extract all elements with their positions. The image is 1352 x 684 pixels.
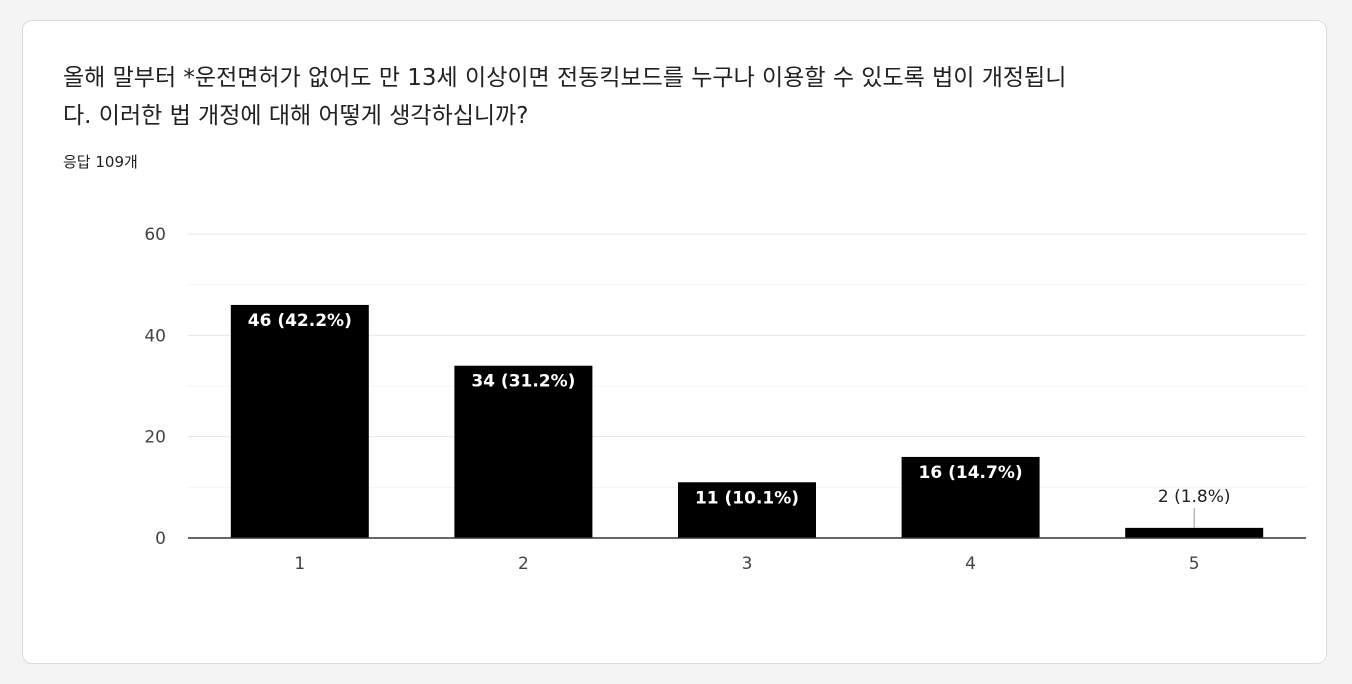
data-label: 16 (14.7%): [919, 463, 1023, 483]
x-tick-label: 3: [742, 554, 753, 574]
response-count: 응답 109개: [63, 153, 138, 171]
x-tick-label: 1: [294, 554, 305, 574]
y-tick-label: 60: [144, 225, 166, 245]
bar: [230, 304, 369, 538]
data-label: 11 (10.1%): [695, 488, 799, 508]
bar: [678, 482, 816, 538]
data-label: 2 (1.8%): [1158, 487, 1231, 507]
bar: [901, 456, 1040, 538]
x-tick-label: 5: [1189, 554, 1200, 574]
y-tick-label: 0: [155, 529, 166, 549]
question-line-1: 올해 말부터 *운전면허가 없어도 만 13세 이상이면 전동킥보드를 누구나 …: [63, 65, 1067, 91]
data-label: 34 (31.2%): [471, 372, 575, 392]
bar: [1125, 527, 1264, 538]
x-tick-label: 2: [518, 554, 529, 574]
bar: [454, 365, 593, 538]
y-tick-label: 40: [144, 326, 166, 346]
x-tick-label: 4: [965, 554, 976, 574]
y-tick-label: 20: [144, 428, 166, 448]
question-line-2: 다. 이러한 법 개정에 대해 어떻게 생각하십니까?: [63, 103, 529, 129]
question-title: 올해 말부터 *운전면허가 없어도 만 13세 이상이면 전동킥보드를 누구나 …: [63, 59, 1213, 135]
data-label: 46 (42.2%): [248, 311, 352, 331]
